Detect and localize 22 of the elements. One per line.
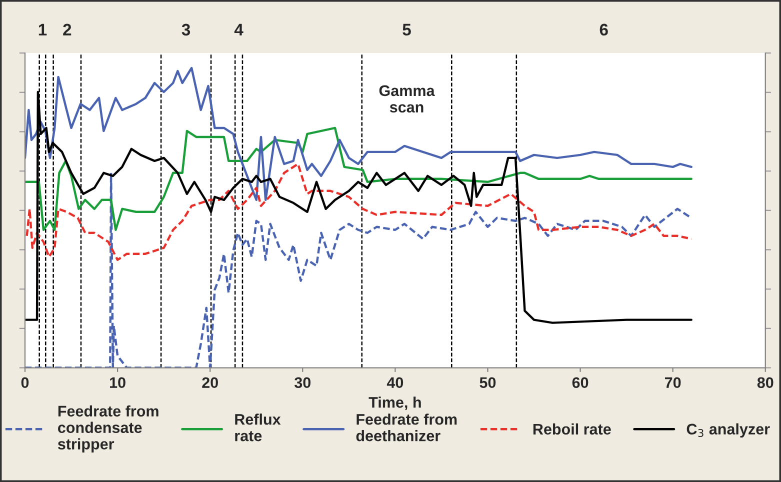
x-tick-label: 70 [664, 377, 681, 388]
text: 1 [38, 24, 47, 36]
x-tick-label: 60 [572, 377, 588, 388]
legend-label: C$_{3}$ analyzer [686, 423, 770, 438]
x-tick-label: 30 [294, 377, 311, 388]
text: 3 [182, 24, 190, 36]
legend-label: Reboil rate [533, 423, 611, 435]
x-tick-label: 80 [757, 377, 774, 388]
x-tick-label: 0 [21, 377, 29, 388]
x-axis-title: Time, h [368, 396, 421, 410]
legend-label: Feedrate from condensate stripper [58, 405, 158, 453]
x-tick-label: 40 [386, 377, 404, 388]
legend-label: Feedrate from deethanizer [356, 414, 457, 442]
text: 4 [234, 24, 244, 36]
x-tick-label: 10 [110, 377, 126, 388]
text: 2 [63, 24, 72, 36]
x-tick-label: 50 [480, 377, 496, 388]
x-tick-label: 20 [202, 377, 218, 388]
annotation: Gamma scan [379, 85, 435, 113]
legend-label: Reflux rate [235, 414, 281, 442]
text: 6 [600, 24, 608, 36]
text: 5 [402, 24, 411, 36]
